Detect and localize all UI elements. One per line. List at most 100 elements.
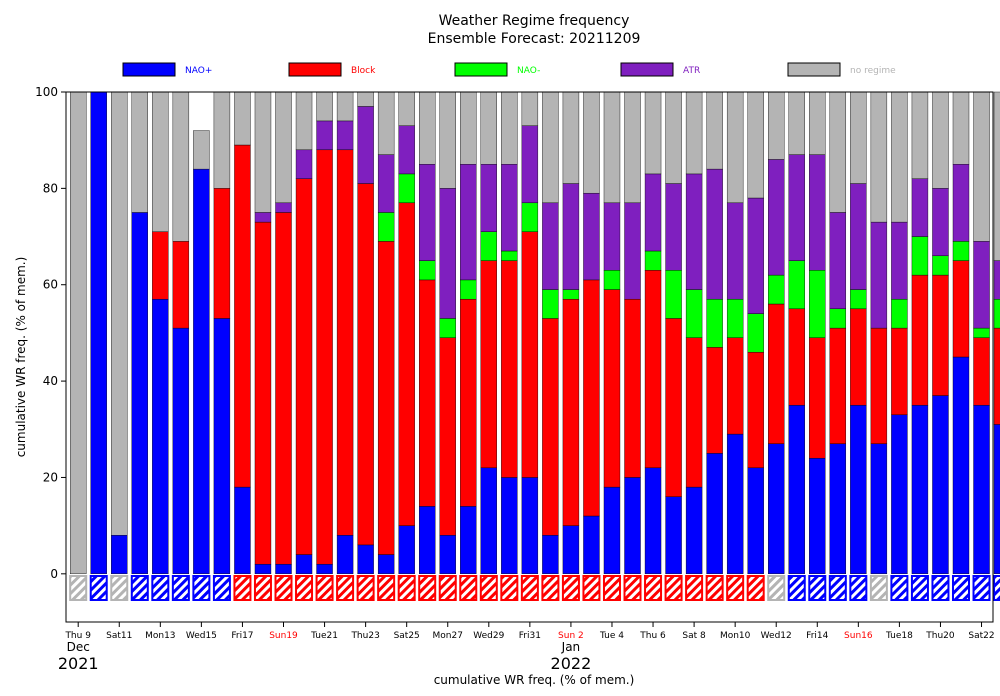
bar-no-regime-37 [829, 91, 847, 213]
bar-no-regime-21 [501, 91, 518, 165]
bar-block-31 [706, 347, 723, 454]
x-tick-label-12: Sun 2 [558, 631, 584, 641]
bar-no-regime-30 [685, 91, 703, 175]
bar-no-regime-43 [952, 91, 970, 165]
bar-block-19 [460, 298, 477, 507]
y-axis-label: cumulative WR freq. (% of mem.) [14, 257, 28, 458]
bar-nao-17 [419, 260, 436, 281]
bar-nao-31 [706, 298, 723, 348]
x-tick-label-7: Thu23 [350, 631, 379, 641]
indicator-24 [561, 575, 580, 601]
bar-no-regime-18 [439, 91, 456, 189]
bar-nao-28 [644, 250, 662, 271]
legend: NAO+ Block NAO- ATR no regime [122, 62, 896, 77]
bar-block-10 [275, 212, 292, 565]
y-tick-label-80: 80 [43, 181, 58, 195]
indicator-30 [685, 575, 704, 601]
bar-block-44 [973, 337, 990, 406]
bar-atr-13 [336, 120, 354, 151]
x-tick-label-22: Sat22 [968, 631, 994, 641]
bar-atr-45 [993, 260, 1000, 300]
x-tick-label-3: Wed15 [186, 631, 217, 641]
indicator-8 [233, 575, 252, 601]
bar-nao-12 [316, 563, 333, 575]
bar-no-regime-17 [419, 91, 436, 165]
bar-nao-15 [377, 212, 395, 242]
indicator-17 [418, 575, 437, 601]
chart-title: Weather Regime frequency [439, 13, 630, 29]
indicator-19 [459, 575, 478, 601]
bar-atr-31 [706, 168, 723, 300]
bar-block-24 [562, 298, 580, 526]
bar-atr-21 [501, 164, 518, 252]
indicator-21 [500, 575, 519, 601]
bar-no-regime-23 [542, 91, 559, 204]
bar-nao-28 [644, 467, 662, 575]
indicator-12 [315, 575, 334, 601]
bar-no-regime-13 [336, 91, 354, 122]
bar-no-regime-7 [213, 91, 231, 189]
bar-nao-43 [952, 241, 970, 261]
bar-block-35 [788, 308, 805, 406]
bar-nao-31 [706, 453, 723, 575]
bar-no-regime-45 [993, 91, 1000, 261]
x-tick-label-5: Sun19 [269, 631, 298, 641]
x-axis-label: cumulative WR freq. (% of mem.) [434, 673, 635, 687]
bar-atr-14 [357, 106, 374, 184]
y-tick-label-100: 100 [35, 85, 58, 99]
bar-no-regime-19 [460, 91, 477, 165]
indicator-5 [171, 575, 190, 601]
bar-nao-41 [911, 404, 929, 575]
year-label-1: 2022 [551, 654, 592, 673]
indicator-16 [397, 575, 416, 601]
bar-nao-34 [768, 443, 785, 575]
bar-nao-36 [809, 457, 826, 575]
bar-nao-44 [973, 404, 990, 575]
legend-swatch-nao [454, 62, 508, 77]
bar-atr-24 [562, 183, 580, 290]
bar-nao-45 [993, 298, 1000, 329]
bar-nao-18 [439, 318, 456, 338]
bar-no-regime-31 [706, 91, 723, 170]
bar-nao-38 [850, 404, 867, 575]
bar-atr-23 [542, 202, 559, 290]
bar-nao-16 [398, 173, 415, 204]
bar-nao-24 [562, 289, 580, 300]
bar-no-regime-6 [193, 130, 210, 170]
indicator-3 [130, 575, 149, 601]
bar-nao-22 [521, 477, 539, 575]
bar-block-36 [809, 337, 826, 459]
bar-atr-34 [768, 159, 785, 276]
bar-block-13 [336, 149, 354, 536]
bar-block-38 [850, 308, 867, 406]
bar-block-27 [624, 298, 641, 478]
bar-block-4 [152, 231, 169, 300]
bar-nao-20 [480, 231, 497, 261]
bar-no-regime-20 [480, 91, 497, 165]
bar-nao-15 [377, 554, 395, 575]
indicator-25 [582, 575, 601, 601]
bars-group [69, 91, 1000, 575]
bar-block-23 [542, 318, 559, 536]
bar-nao-33 [747, 467, 764, 575]
indicator-28 [644, 575, 663, 601]
bar-atr-16 [398, 125, 415, 175]
bar-nao-42 [932, 255, 949, 276]
bar-block-39 [870, 327, 888, 444]
bar-no-regime-29 [665, 91, 682, 184]
bar-block-43 [952, 260, 970, 358]
bar-nao-37 [829, 443, 847, 575]
indicator-18 [438, 575, 457, 601]
bar-nao-25 [583, 515, 600, 575]
bar-no-regime-44 [973, 91, 990, 242]
bar-nao-10 [275, 563, 292, 575]
bar-no-regime-0 [69, 91, 87, 575]
bar-nao-41 [911, 236, 929, 276]
bar-block-11 [295, 178, 313, 555]
bar-nao-14 [357, 544, 374, 575]
bar-no-regime-40 [891, 91, 908, 223]
bar-nao-36 [809, 270, 826, 338]
bar-atr-42 [932, 188, 949, 257]
bar-nao-38 [850, 289, 867, 310]
